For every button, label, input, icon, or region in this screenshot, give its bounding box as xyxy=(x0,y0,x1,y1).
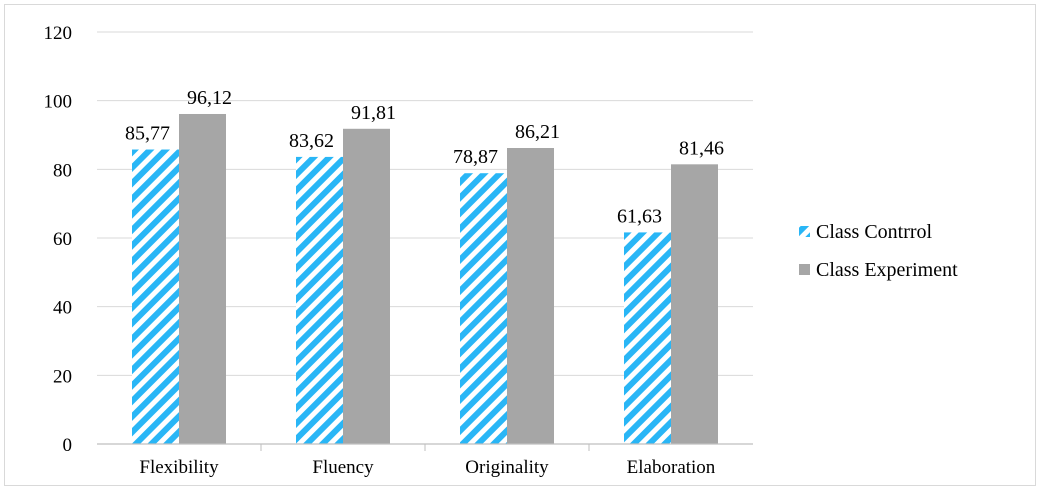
bar-class-experiment xyxy=(671,164,718,444)
y-tick-label: 0 xyxy=(63,435,73,456)
y-tick-label: 80 xyxy=(53,160,72,181)
bar-class-control xyxy=(132,149,179,444)
bar-class-experiment xyxy=(343,128,390,445)
x-category-label: Originality xyxy=(465,457,549,478)
bar-class-control xyxy=(460,173,507,444)
legend-label: Class Contrrol xyxy=(816,221,933,243)
bars xyxy=(132,113,718,445)
data-label: 81,46 xyxy=(679,137,724,159)
bar-class-control xyxy=(624,232,671,444)
y-axis: 0 20 40 60 80 100 120 xyxy=(44,23,73,456)
data-label: 83,62 xyxy=(289,130,334,152)
y-tick-label: 40 xyxy=(53,298,72,319)
data-label: 85,77 xyxy=(125,123,170,145)
y-tick-label: 120 xyxy=(44,23,73,44)
legend-swatch xyxy=(799,226,810,237)
data-label: 96,12 xyxy=(187,87,232,109)
bar-class-experiment xyxy=(179,113,226,444)
data-label: 91,81 xyxy=(351,102,396,124)
x-category-label: Elaboration xyxy=(627,457,716,478)
data-label: 78,87 xyxy=(453,146,498,168)
bar-class-control xyxy=(296,156,343,444)
data-label: 86,21 xyxy=(515,121,560,143)
legend-swatch xyxy=(799,264,810,275)
y-tick-label: 100 xyxy=(44,92,73,113)
legend-label: Class Experiment xyxy=(816,259,958,281)
data-label: 61,63 xyxy=(617,205,662,227)
data-labels: 85,77 96,12 83,62 91,81 78,87 86,21 61,63 81,46 xyxy=(125,87,724,227)
x-category-label: Flexibility xyxy=(139,457,219,478)
x-axis: Flexibility Fluency Originality Elaboration xyxy=(97,443,753,478)
y-tick-label: 60 xyxy=(53,229,72,250)
y-tick-label: 20 xyxy=(53,366,72,387)
bar-class-experiment xyxy=(507,148,554,444)
x-category-label: Fluency xyxy=(312,457,374,478)
legend: Class Contrrol Class Experiment xyxy=(799,221,958,281)
